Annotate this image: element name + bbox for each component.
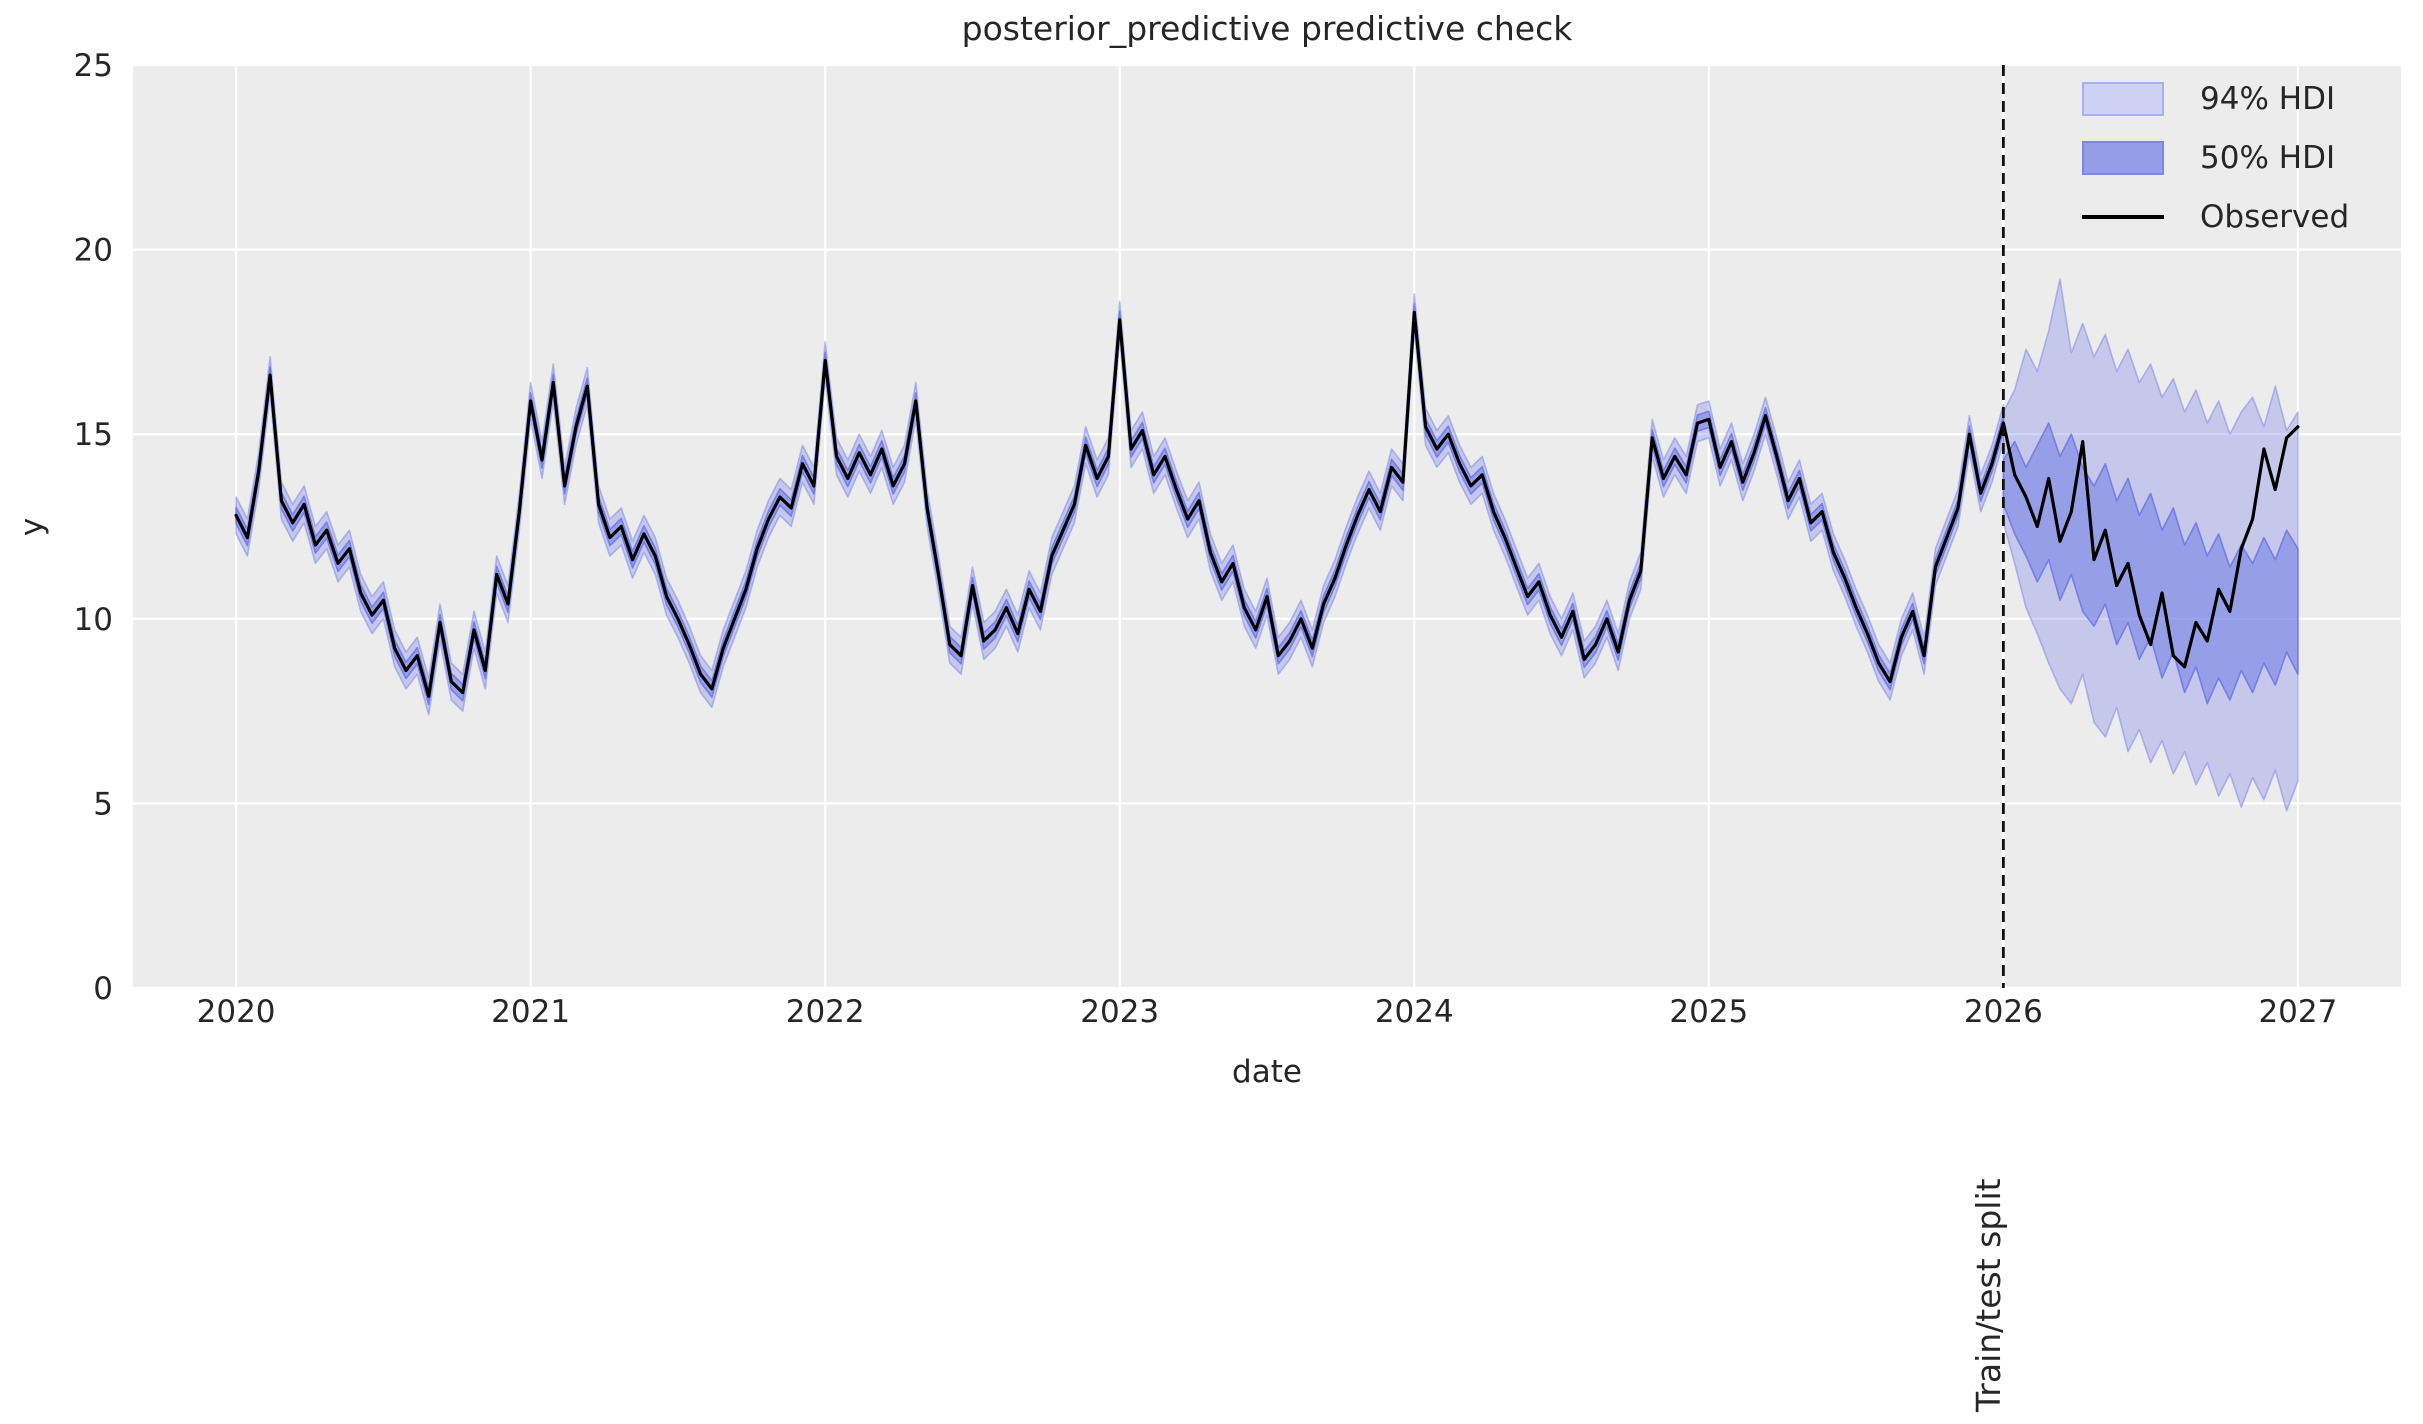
y-tick-label: 0 bbox=[93, 971, 113, 1007]
hdi50-swatch-icon bbox=[2082, 141, 2164, 175]
legend-entry-observed: Observed bbox=[2082, 196, 2349, 238]
x-tick-label: 2023 bbox=[1080, 994, 1159, 1030]
y-tick-label: 20 bbox=[74, 233, 113, 269]
y-axis-label: y bbox=[14, 518, 50, 536]
x-tick-label: 2024 bbox=[1375, 994, 1454, 1030]
x-tick-label: 2021 bbox=[491, 994, 570, 1030]
chart-title: posterior_predictive predictive check bbox=[962, 9, 1574, 48]
x-axis-label: date bbox=[1232, 1054, 1302, 1090]
legend-entry-hdi50: 50% HDI bbox=[2082, 137, 2349, 179]
legend-label-hdi50: 50% HDI bbox=[2200, 140, 2336, 176]
x-tick-label: 2020 bbox=[197, 994, 276, 1030]
legend-label-observed: Observed bbox=[2200, 199, 2350, 235]
y-tick-label: 10 bbox=[74, 602, 113, 638]
x-tick-label: 2022 bbox=[786, 994, 865, 1030]
x-tick-label: 2026 bbox=[1964, 994, 2043, 1030]
hdi50-band-test bbox=[2002, 422, 2299, 705]
y-tick-label: 15 bbox=[74, 417, 113, 453]
train-test-split-label: Train/test split bbox=[1969, 1178, 2008, 1413]
x-tick-label: 2025 bbox=[1669, 994, 1748, 1030]
observed-line-swatch-icon bbox=[2082, 215, 2164, 219]
x-tick-label: 2027 bbox=[2258, 994, 2337, 1030]
legend: 94% HDI 50% HDI Observed bbox=[2082, 78, 2349, 238]
legend-entry-hdi94: 94% HDI bbox=[2082, 78, 2349, 120]
legend-label-hdi94: 94% HDI bbox=[2200, 81, 2336, 117]
y-tick-label: 25 bbox=[74, 48, 113, 84]
hdi94-swatch-icon bbox=[2082, 82, 2164, 116]
y-tick-label: 5 bbox=[93, 786, 113, 822]
observed-line bbox=[234, 310, 2300, 698]
